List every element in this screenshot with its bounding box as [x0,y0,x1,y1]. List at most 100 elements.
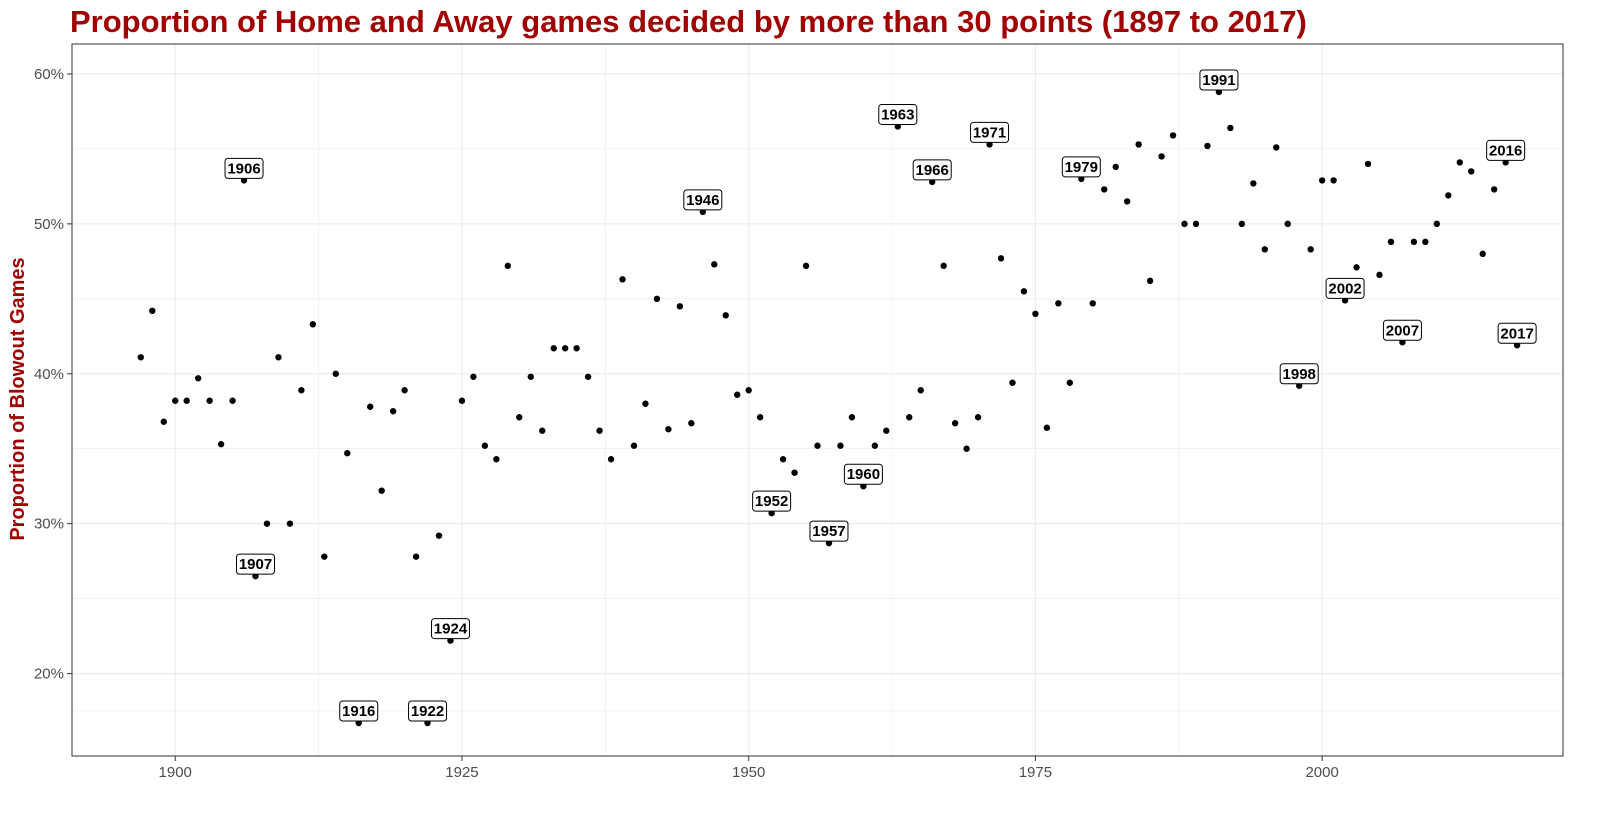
data-point [1146,277,1154,285]
data-point [504,262,512,270]
point-label: 1916 [342,703,375,720]
data-point [630,442,638,449]
data-point [1273,144,1280,151]
y-axis: 20% 30% 40% 50% 60% [34,66,72,683]
data-point [1112,163,1119,171]
data-point [263,520,271,527]
data-point [974,414,982,421]
data-point [194,375,202,382]
x-tick-label: 2000 [1305,764,1338,781]
point-label-box [1279,363,1319,385]
data-point [1227,124,1234,132]
point-label-box [1325,277,1365,299]
point-label: 1907 [239,556,272,573]
data-point [458,397,466,404]
data-point [1043,424,1051,431]
data-point [1456,159,1463,166]
point-label: 1924 [434,621,468,638]
point-label-box [224,157,264,179]
chart-title: Proportion of Home and Away games decide… [70,4,1307,39]
data-point [481,442,489,449]
data-point [814,442,821,449]
data-point [367,403,374,410]
data-point [1307,246,1314,253]
data-point [1422,238,1429,246]
data-point [1089,300,1096,307]
point-label-box [236,553,276,575]
data-point [1020,288,1028,295]
point-label-box [339,700,379,722]
data-point [516,414,523,421]
y-tick-label: 20% [34,666,64,683]
data-point [619,276,626,283]
point-label-box [1486,139,1526,161]
point-label: 1946 [686,192,719,209]
data-point [412,553,420,560]
point-labels: 1906 1907 1916 1922 1924 1946 1952 1957 1960 1963… [224,69,1537,722]
point-label-box [1497,322,1537,344]
data-point [1250,180,1257,187]
data-point [883,427,890,434]
data-point [1192,220,1200,228]
x-tick-label: 1925 [445,764,478,781]
data-point [1135,141,1142,148]
data-point [217,441,225,448]
data-point [1238,220,1246,228]
data-point [963,445,970,452]
point-label: 1906 [227,160,260,177]
data-point [906,414,913,421]
point-label: 1957 [812,523,845,540]
panel-border [71,43,1564,757]
data-point [848,414,856,421]
data-point [573,345,580,352]
data-point [550,345,557,352]
data-point [1169,132,1177,139]
data-point [1204,142,1211,150]
x-tick-label: 1950 [732,764,765,781]
data-point [1330,177,1337,184]
point-label: 1966 [916,162,949,179]
data-point [1376,271,1383,279]
data-point [1181,220,1188,228]
data-point [309,321,317,328]
y-tick-label: 40% [34,366,64,383]
data-point [871,442,879,449]
data-point [1318,177,1326,184]
data-point [389,408,397,415]
data-point [607,456,615,463]
data-point [722,312,729,319]
data-point [229,397,236,404]
data-point [1284,220,1291,228]
data-point [1468,168,1475,175]
data-point [1387,238,1395,246]
data-point [321,553,328,560]
data-point [1364,160,1372,168]
data-point [779,456,787,463]
point-label-box [1061,156,1101,178]
data-point [298,387,305,394]
data-point [332,370,339,377]
data-point [1158,153,1165,160]
data-point [149,307,156,315]
data-point [1479,250,1486,258]
data-point [1410,238,1418,246]
data-point [1123,198,1131,205]
data-point [1032,310,1039,318]
data-point [676,303,684,310]
point-label: 2002 [1328,280,1361,297]
point-label: 1922 [411,703,444,720]
point-label: 1991 [1202,72,1235,89]
data-point [401,387,408,394]
data-point [1433,220,1441,228]
point-label-box [1199,69,1239,91]
data-point [711,261,718,268]
data-point [470,373,477,380]
data-point [917,387,924,394]
data-point [1055,300,1062,307]
data-point [206,397,213,404]
point-label: 2017 [1500,325,1533,342]
data-point [561,345,569,352]
data-point [653,295,661,303]
x-axis: 1900 1925 1950 1975 2000 [159,756,1339,781]
